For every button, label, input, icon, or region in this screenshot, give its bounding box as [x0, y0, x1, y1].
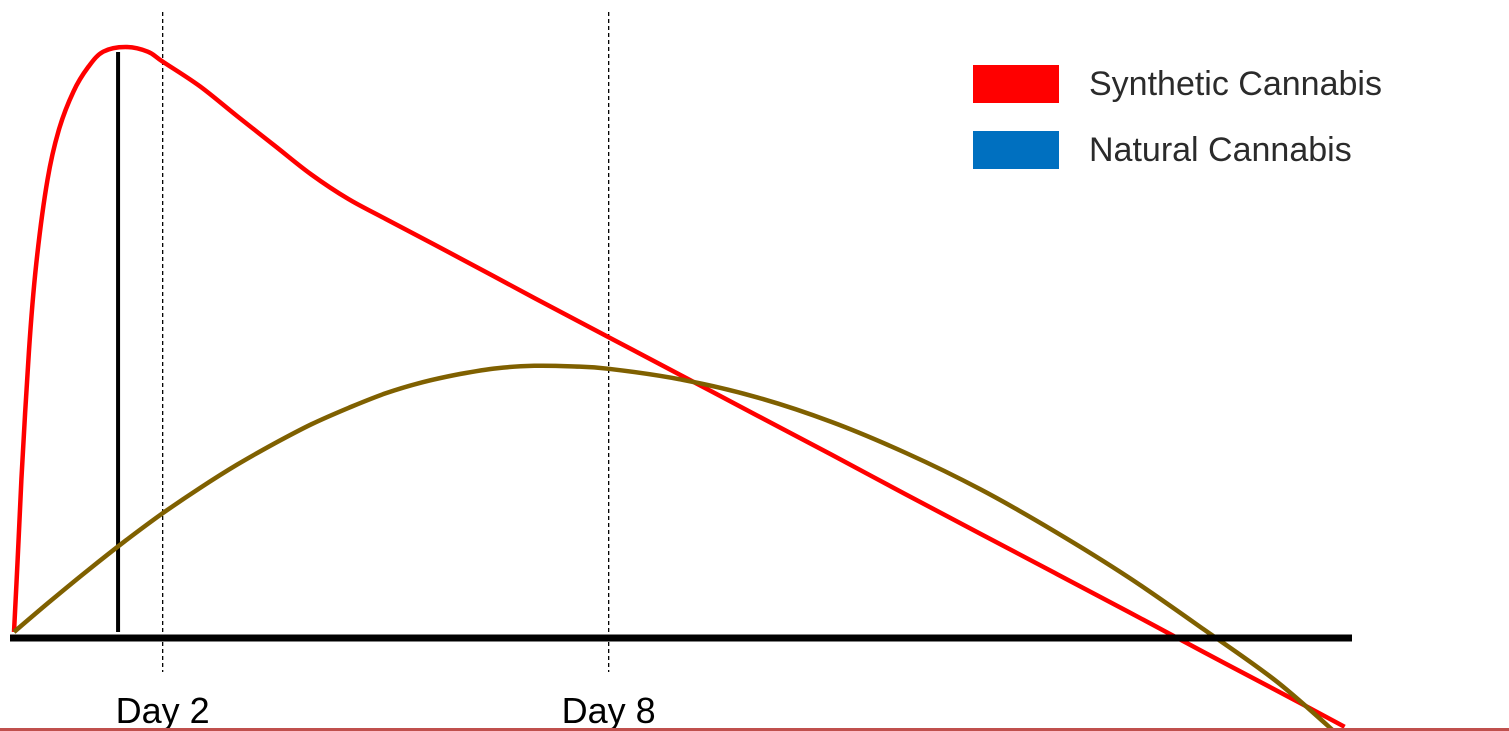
- legend-swatch-natural: [973, 131, 1059, 169]
- legend-label-natural: Natural Cannabis: [1089, 130, 1352, 169]
- marker-layer: [116, 12, 610, 672]
- legend-item-synthetic: Synthetic Cannabis: [973, 64, 1382, 104]
- series-line-synthetic-cannabis: [11, 44, 1346, 729]
- marker-label-day-8: Day 8: [562, 690, 656, 731]
- marker-label-day-2: Day 2: [116, 690, 210, 731]
- legend-item-natural: Natural Cannabis: [973, 130, 1382, 170]
- legend: Synthetic Cannabis Natural Cannabis: [973, 64, 1382, 196]
- legend-swatch-synthetic: [973, 65, 1059, 103]
- label-layer: Day 2 Day 8: [116, 690, 656, 731]
- series-layer: [11, 44, 1346, 731]
- legend-label-synthetic: Synthetic Cannabis: [1089, 64, 1382, 103]
- series-line-natural-cannabis: [12, 363, 1337, 731]
- bottom-accent-strip: [0, 728, 1509, 731]
